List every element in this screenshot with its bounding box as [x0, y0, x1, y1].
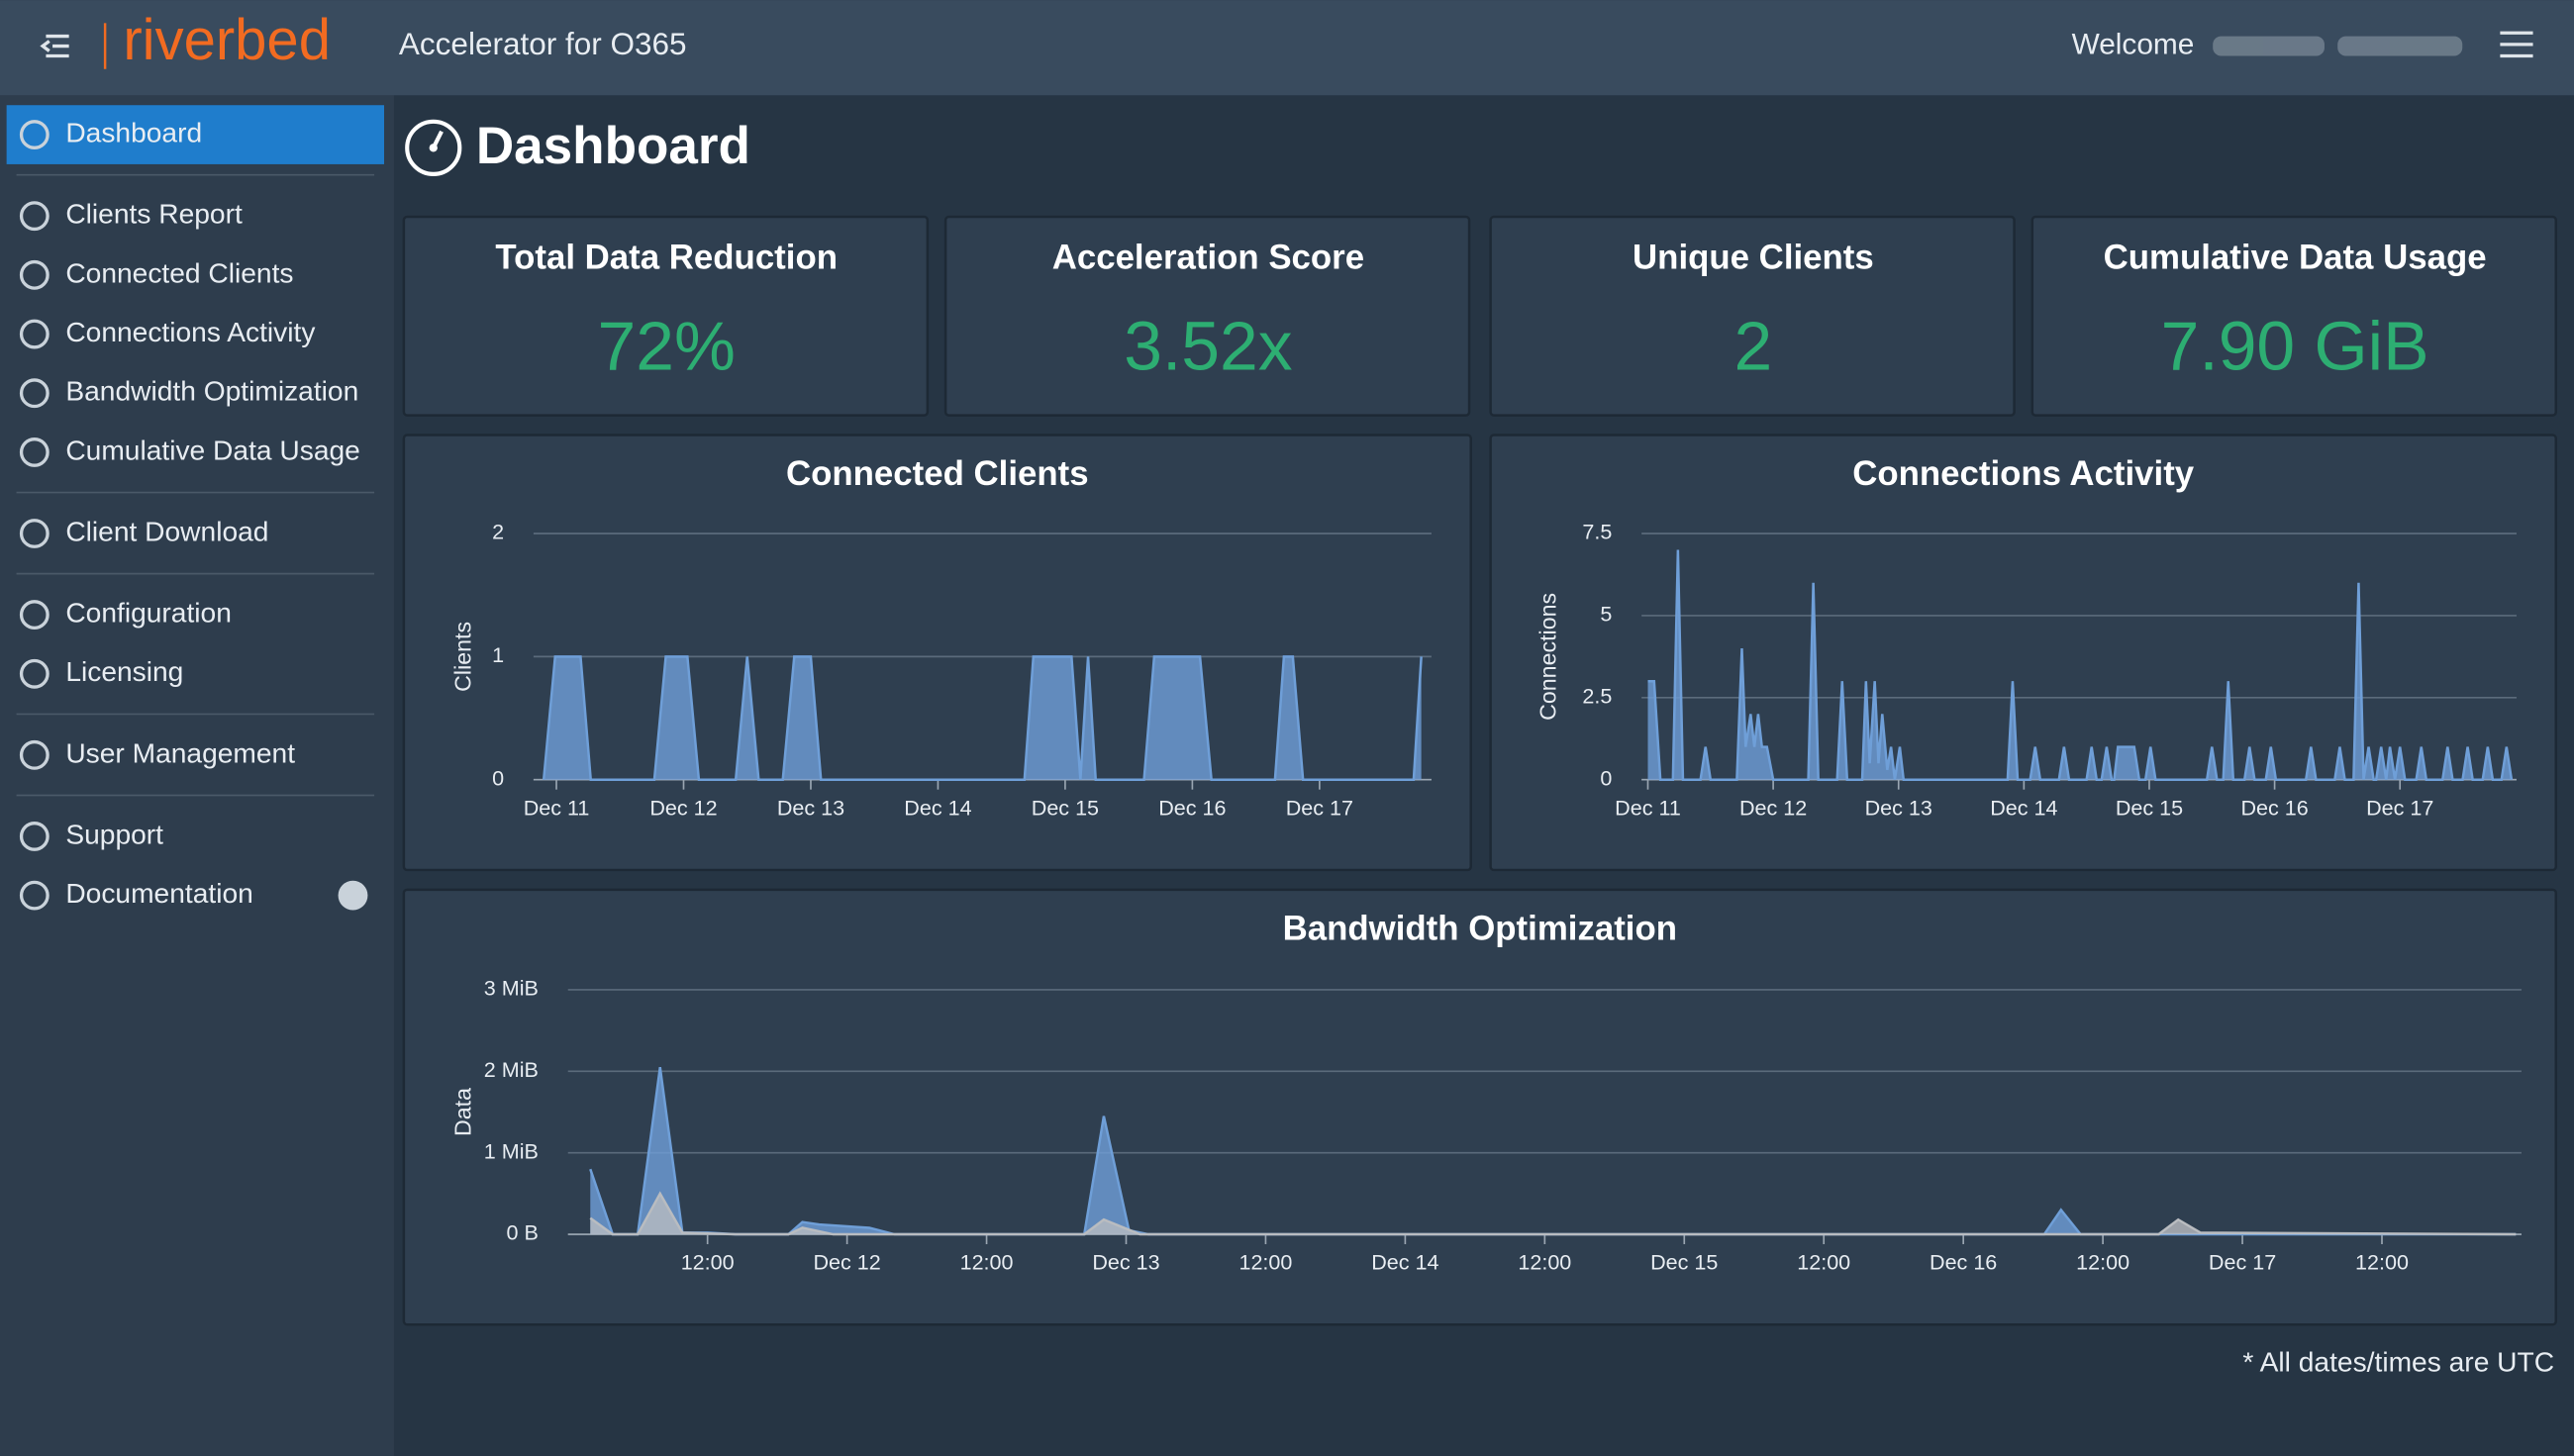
y-tick-label: 1 MiB: [484, 1138, 539, 1163]
x-tick-label: Dec 15: [1650, 1250, 1718, 1275]
collapse-button[interactable]: [40, 34, 69, 58]
page-icon: [405, 119, 462, 176]
chart-title: Connections Activity: [1852, 454, 2195, 493]
x-tick-label: Dec 13: [1865, 795, 1932, 820]
x-tick-label: 12:00: [2355, 1250, 2409, 1275]
y-tick-label: 7.5: [1582, 520, 1612, 544]
line: [542, 655, 1423, 781]
x-tick-label: 12:00: [681, 1250, 735, 1275]
y-tick-label: 0: [1600, 765, 1612, 790]
card-value: 72%: [598, 307, 736, 384]
x-tick-label: 12:00: [2076, 1250, 2129, 1275]
nav-item[interactable]: User Management: [65, 736, 295, 768]
card-title: Total Data Reduction: [495, 238, 838, 276]
nav-item[interactable]: Clients Report: [65, 198, 243, 230]
user-name-blurred: [2213, 36, 2463, 56]
y-tick-label: 5: [1600, 602, 1612, 627]
nav-item[interactable]: Connections Activity: [65, 316, 316, 347]
nav-item[interactable]: Documentation: [65, 877, 253, 909]
brand: riverbed: [123, 8, 331, 72]
nav-icon: [19, 259, 50, 290]
x-tick-label: Dec 17: [2209, 1250, 2276, 1275]
x-tick-label: Dec 16: [2240, 795, 2308, 820]
footnote: * All dates/times are UTC: [2242, 1345, 2554, 1377]
x-tick-label: 12:00: [960, 1250, 1014, 1275]
x-tick-label: Dec 17: [2366, 795, 2433, 820]
x-tick-label: Dec 15: [2116, 795, 2183, 820]
y-axis-label: Clients: [449, 622, 475, 692]
x-tick-label: Dec 14: [1371, 1250, 1438, 1275]
card-value: 3.52x: [1124, 307, 1293, 384]
nav-icon: [19, 658, 50, 689]
nav-icon: [19, 120, 50, 149]
x-tick-label: Dec 15: [1032, 795, 1099, 820]
nav-icon: [19, 437, 50, 467]
y-tick-label: 0: [492, 765, 504, 790]
y-tick-label: 0 B: [507, 1220, 539, 1245]
x-tick-label: Dec 16: [1158, 795, 1226, 820]
line: [1647, 549, 2514, 781]
nav-icon: [19, 600, 50, 631]
download-icon: [338, 880, 368, 911]
nav-icon: [19, 739, 50, 770]
nav-item[interactable]: Dashboard: [65, 117, 202, 148]
welcome: Welcome: [2072, 28, 2195, 60]
nav-icon: [19, 378, 50, 409]
card-title: Acceleration Score: [1052, 238, 1364, 276]
x-tick-label: Dec 12: [1739, 795, 1807, 820]
chart-panel: [402, 888, 2558, 1326]
nav-item[interactable]: Support: [65, 818, 163, 849]
x-tick-label: Dec 12: [813, 1250, 880, 1275]
x-tick-label: 12:00: [1797, 1250, 1850, 1275]
x-tick-label: Dec 14: [904, 795, 971, 820]
nav-icon: [19, 880, 50, 911]
nav-icon: [19, 201, 50, 232]
stat-card: [402, 215, 930, 417]
stat-card: [1489, 215, 2016, 417]
nav-icon: [19, 822, 50, 851]
nav-item[interactable]: Connected Clients: [65, 256, 293, 288]
x-tick-label: Dec 11: [524, 795, 590, 820]
top-bar: [0, 0, 2574, 96]
chart-title: Bandwidth Optimization: [1283, 909, 1677, 947]
card-value: 2: [1734, 307, 1773, 384]
x-tick-label: Dec 14: [1990, 795, 2057, 820]
stat-card: [2030, 215, 2558, 417]
active-item: [6, 105, 385, 164]
y-axis-label: Data: [449, 1088, 475, 1136]
stat-card: [943, 215, 1471, 417]
nav-icon: [19, 319, 50, 349]
x-tick-label: Dec 13: [1092, 1250, 1159, 1275]
x-tick-label: 12:00: [1238, 1250, 1292, 1275]
nav-item[interactable]: Bandwidth Optimization: [65, 375, 358, 407]
x-tick-label: Dec 17: [1286, 795, 1353, 820]
card-value: 7.90 GiB: [2161, 307, 2429, 384]
nav-item[interactable]: Configuration: [65, 597, 232, 629]
nav-item[interactable]: Licensing: [65, 655, 183, 687]
page-title: Dashboard: [476, 117, 750, 175]
y-tick-label: 2 MiB: [484, 1057, 539, 1082]
menu-button[interactable]: [2500, 31, 2533, 58]
y-tick-label: 3 MiB: [484, 976, 539, 1001]
nav-icon: [19, 519, 50, 548]
x-tick-label: Dec 12: [649, 795, 717, 820]
y-axis-label: Connections: [1534, 593, 1560, 721]
product-name: Accelerator for O365: [399, 26, 687, 61]
line: [589, 1191, 2517, 1236]
x-tick-label: Dec 13: [777, 795, 844, 820]
nav-item[interactable]: Cumulative Data Usage: [65, 434, 360, 465]
y-tick-label: 2.5: [1582, 684, 1612, 709]
y-tick-label: 1: [492, 642, 504, 667]
x-tick-label: Dec 11: [1615, 795, 1681, 820]
card-title: Cumulative Data Usage: [2104, 238, 2487, 276]
x-tick-label: Dec 16: [1930, 1250, 1997, 1275]
chart-title: Connected Clients: [786, 454, 1089, 493]
x-tick-label: 12:00: [1518, 1250, 1571, 1275]
card-title: Unique Clients: [1633, 238, 1874, 276]
sidebar: [0, 95, 394, 1456]
y-tick-label: 2: [492, 520, 504, 544]
nav-item[interactable]: Client Download: [65, 515, 268, 546]
